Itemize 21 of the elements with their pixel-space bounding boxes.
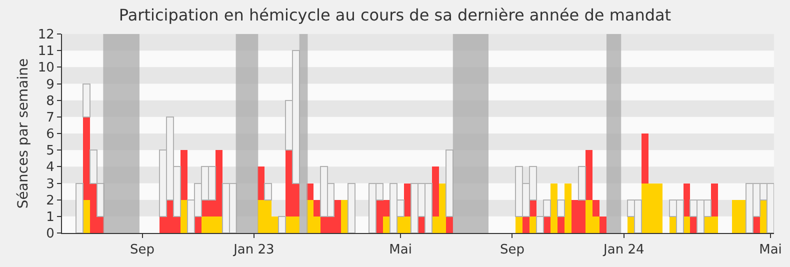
x-tick-label: Sep [500,242,524,258]
chart-title: Participation en hémicycle au cours de sa dernière année de mandat [118,6,672,25]
y-tick-label: 3 [46,176,54,192]
y-axis-title: Séances par semaine [15,58,32,209]
y-tick-label: 10 [38,60,54,76]
x-tick-label: Mai [389,242,412,258]
y-tick-label: 5 [46,144,54,159]
y-tick-label: 7 [46,110,54,126]
y-tick-label: 0 [46,226,54,242]
x-tick-label: Jan 24 [602,242,644,258]
x-tick-label: Mai [759,242,782,258]
x-tick-label: Sep [130,242,155,258]
y-tick-label: 4 [46,160,54,176]
y-tick-label: 8 [46,94,54,109]
x-tick-label: Jan 23 [232,242,274,258]
y-tick-label: 2 [46,193,54,208]
y-tick-label: 9 [46,77,54,92]
y-tick-label: 12 [38,28,54,43]
y-tick-label: 11 [38,44,54,60]
y-tick-label: 1 [46,210,54,225]
y-tick-label: 6 [46,127,54,142]
